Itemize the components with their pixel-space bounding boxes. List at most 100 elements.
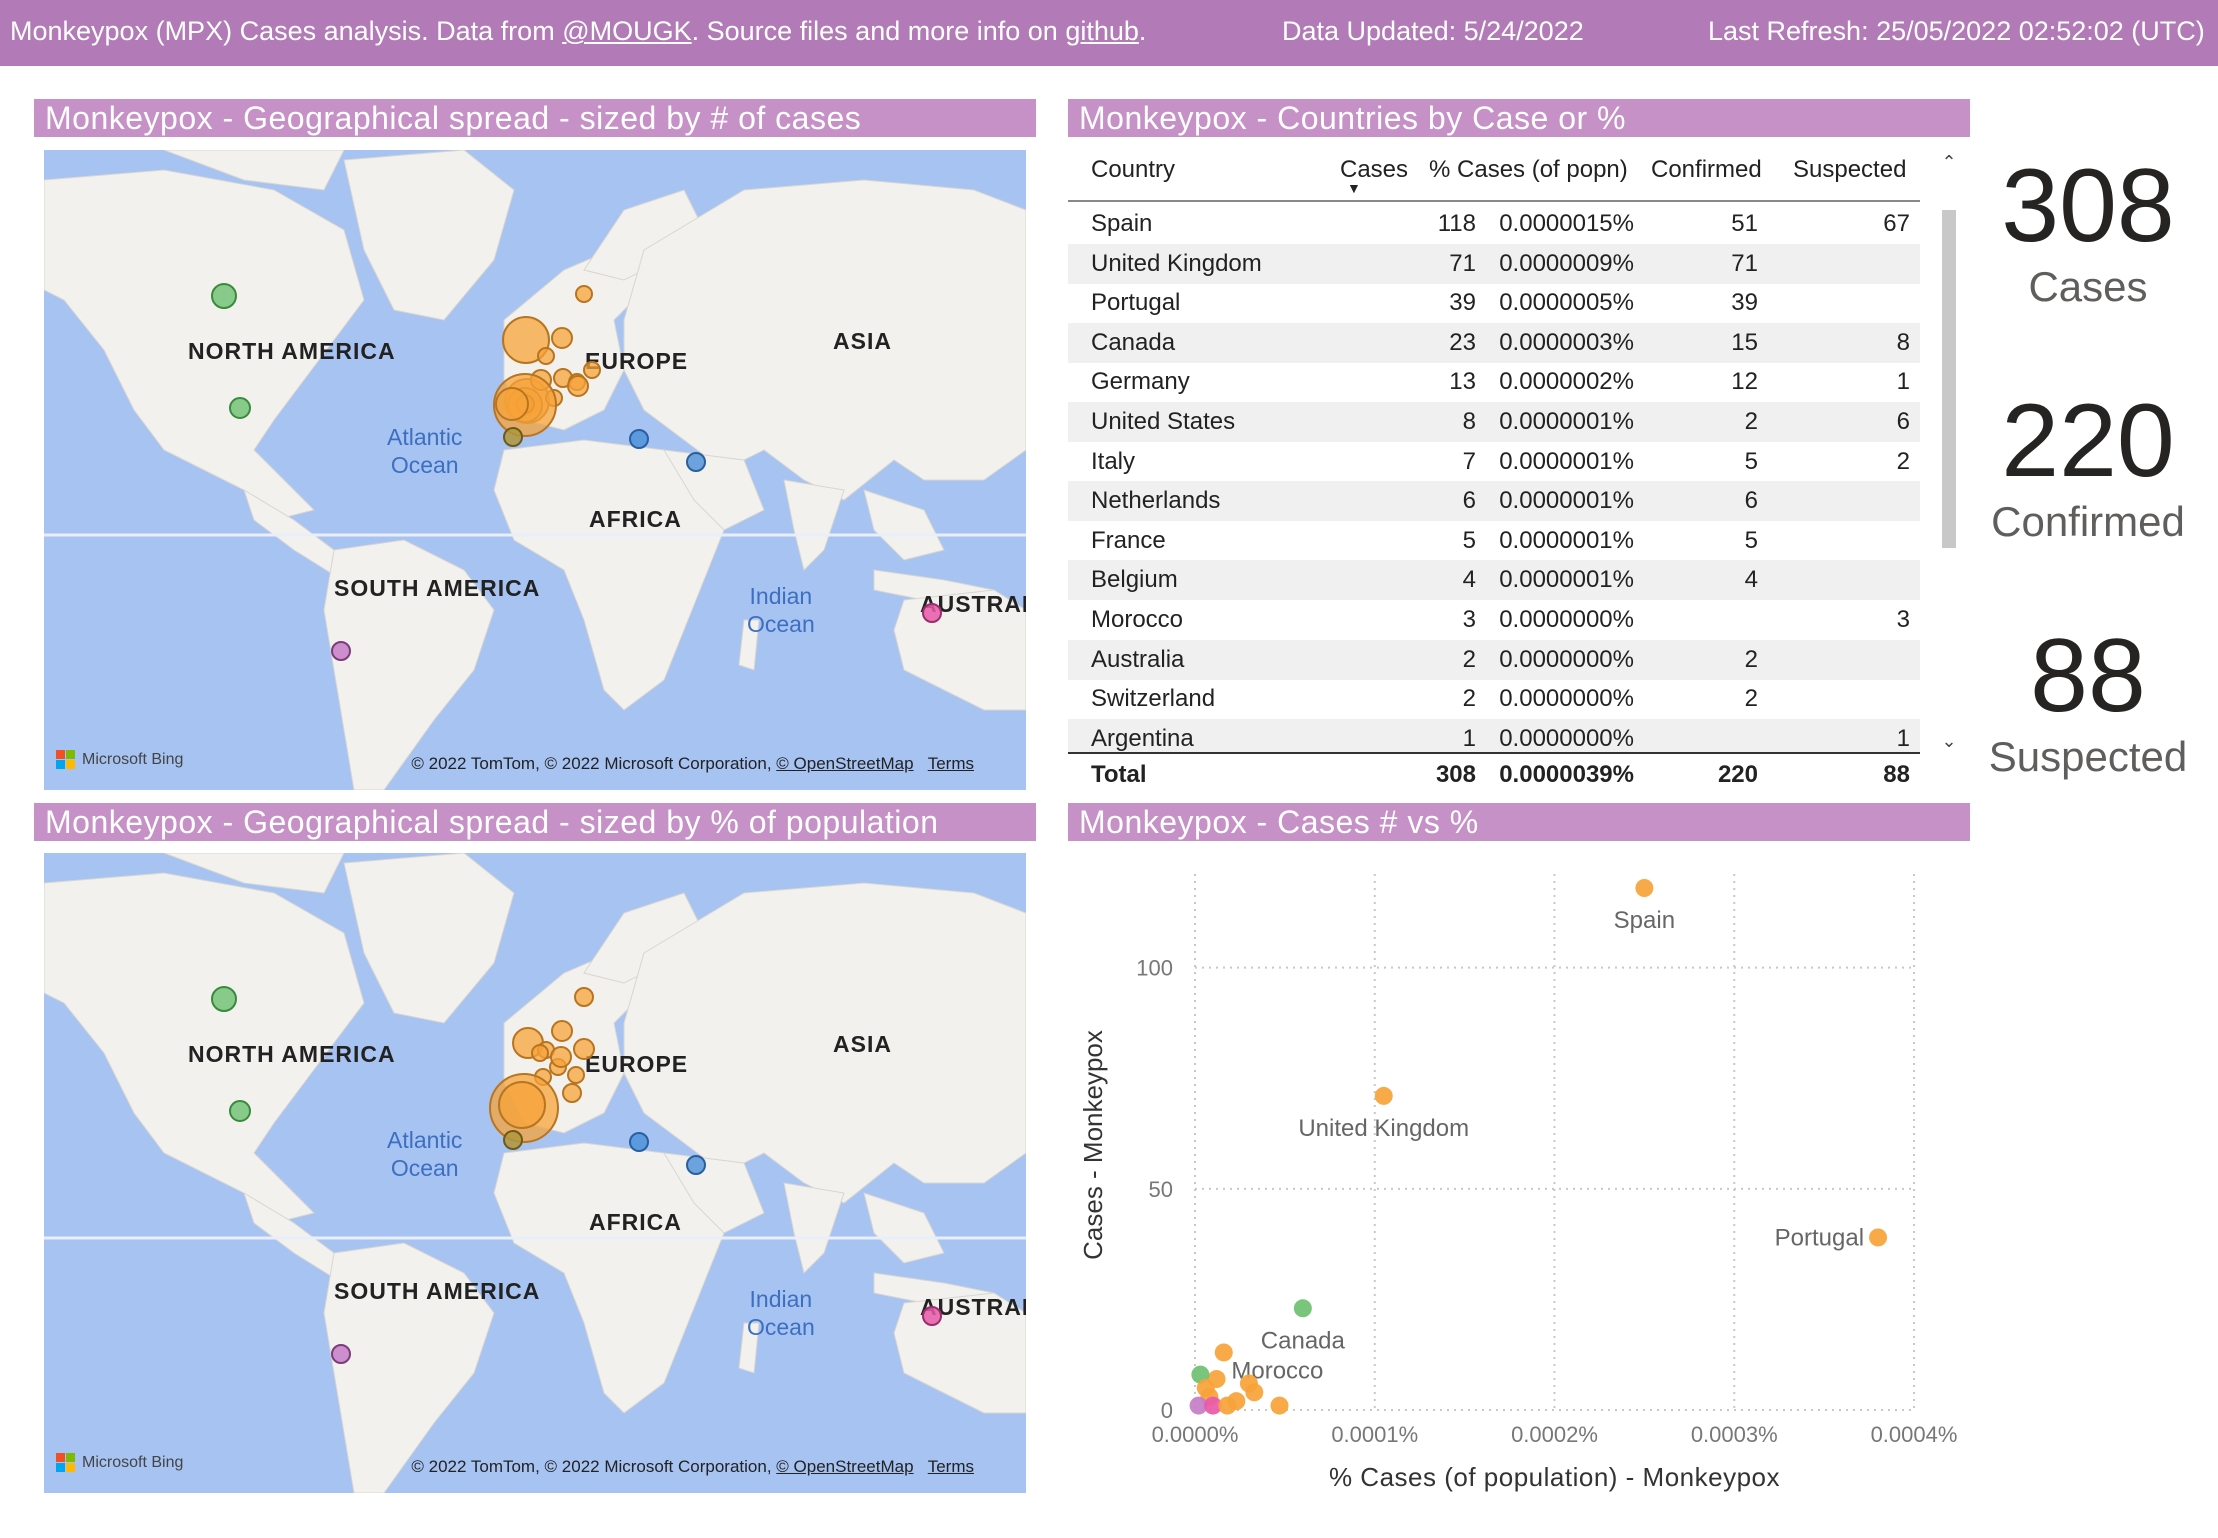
- scatter-point[interactable]: [1374, 1086, 1393, 1105]
- cell-cases: 7: [1462, 447, 1476, 475]
- table-row[interactable]: Germany 13 0.0000002% 12 1: [1068, 362, 1920, 402]
- land-se-asia: [863, 1192, 945, 1264]
- data-label: Spain: [1614, 907, 1675, 934]
- land-greenland: [343, 150, 515, 321]
- cell-cases: 8: [1462, 408, 1476, 435]
- map-bubble[interactable]: [495, 387, 529, 421]
- table-row[interactable]: France 5 0.0000001% 5: [1068, 521, 1920, 561]
- land-south-america: [323, 539, 495, 790]
- scatter-point[interactable]: [1214, 1343, 1233, 1362]
- y-tick-label: 100: [1136, 956, 1173, 981]
- scatter-chart[interactable]: 0.0000% 0.0001% 0.0002% 0.0003% 0.0004% 0 50 10…: [1068, 850, 1968, 1510]
- scatter-point[interactable]: [1869, 1228, 1888, 1247]
- x-tick-label: 0.0004%: [1871, 1422, 1958, 1447]
- map-bubble[interactable]: [629, 429, 649, 449]
- scatter-point[interactable]: [1270, 1396, 1289, 1415]
- mougk-link[interactable]: @MOUGK: [562, 16, 692, 46]
- table-row[interactable]: Belgium 4 0.0000001% 4: [1068, 560, 1920, 601]
- cell-cases: 5: [1462, 526, 1476, 554]
- land-north-america: [44, 872, 365, 1224]
- table-row[interactable]: United States 8 0.0000001% 2 6: [1068, 402, 1920, 442]
- map-bubble[interactable]: [575, 285, 593, 303]
- map-bubble[interactable]: [551, 1020, 573, 1042]
- table-row[interactable]: Morocco 3 0.0000000% 3: [1068, 600, 1920, 640]
- table-row[interactable]: Netherlands 6 0.0000001% 6: [1068, 481, 1920, 522]
- map-pct-population[interactable]: NORTH AMERICA EUROPE ASIA AFRICA SOUTH AMERI…: [44, 853, 1026, 1493]
- col-country[interactable]: Country: [1091, 156, 1176, 183]
- cell-country: United Kingdom: [1091, 249, 1262, 277]
- terms-link[interactable]: Terms: [927, 1457, 974, 1476]
- scroll-down-icon[interactable]: ⌄: [1941, 731, 1957, 751]
- scatter-point[interactable]: [1189, 1396, 1208, 1415]
- scatter-point[interactable]: [1245, 1383, 1264, 1402]
- map-bubble[interactable]: [531, 1044, 549, 1062]
- scroll-up-icon[interactable]: ⌃: [1941, 152, 1957, 172]
- y-tick-label: 50: [1149, 1177, 1173, 1202]
- map-bubble[interactable]: [922, 603, 942, 623]
- map-bubble[interactable]: [229, 1100, 251, 1122]
- col-suspected[interactable]: Suspected: [1793, 156, 1907, 183]
- map-bubble[interactable]: [562, 1083, 582, 1103]
- map-bubble[interactable]: [211, 986, 237, 1012]
- scatter-point[interactable]: [1293, 1299, 1312, 1318]
- map-bubble[interactable]: [550, 1046, 572, 1068]
- map-bubble[interactable]: [503, 1130, 523, 1150]
- land-north-america: [44, 169, 365, 521]
- github-link[interactable]: github: [1065, 16, 1139, 46]
- map-bubble[interactable]: [331, 1344, 351, 1364]
- scrollbar-thumb[interactable]: [1942, 210, 1956, 548]
- cell-confirmed: 2: [1744, 645, 1758, 673]
- table-row[interactable]: Australia 2 0.0000000% 2: [1068, 639, 1920, 680]
- map-bubble[interactable]: [537, 347, 555, 365]
- col-confirmed[interactable]: Confirmed: [1651, 156, 1762, 183]
- map-bubble[interactable]: [498, 1081, 546, 1129]
- map-bubble[interactable]: [583, 361, 601, 379]
- map-bubble[interactable]: [567, 1066, 585, 1084]
- scatter-point[interactable]: [1196, 1378, 1215, 1397]
- bing-attribution: Microsoft Bing: [56, 1453, 183, 1473]
- cell-confirmed: 5: [1744, 526, 1758, 554]
- table-row[interactable]: United Kingdom 71 0.0000009% 71: [1068, 243, 1920, 284]
- table-row[interactable]: Portugal 39 0.0000005% 39: [1068, 283, 1920, 323]
- table-scrollbar[interactable]: ⌃ ⌄: [1940, 152, 1958, 758]
- map-label-atlantic-ocean: Atlantic Ocean: [387, 1127, 463, 1181]
- osm-link[interactable]: © OpenStreetMap: [776, 1457, 914, 1476]
- table-row[interactable]: Spain 118 0.0000015% 51 67: [1068, 204, 1920, 244]
- map-bubble[interactable]: [686, 1155, 706, 1175]
- table-row[interactable]: Argentina 1 0.0000000% 1: [1068, 718, 1920, 752]
- col-pct-cases[interactable]: % Cases (of popn): [1429, 156, 1628, 183]
- kpi-confirmed: 220 Confirmed: [1973, 385, 2203, 547]
- scatter-point[interactable]: [1218, 1396, 1237, 1415]
- scatter-point[interactable]: [1635, 879, 1654, 897]
- cell-pct: 0.0000001%: [1499, 487, 1634, 515]
- map-bubble[interactable]: [211, 283, 237, 309]
- cell-cases: 2: [1462, 645, 1476, 673]
- cell-pct: 0.0000009%: [1499, 249, 1634, 277]
- kpi-cases-value: 308: [2001, 148, 2175, 264]
- cell-confirmed: 4: [1744, 566, 1758, 594]
- land-canada-arctic: [163, 150, 345, 191]
- scatter-point[interactable]: [1203, 1396, 1222, 1415]
- map-bubble[interactable]: [551, 327, 573, 349]
- map-bubble[interactable]: [573, 1038, 595, 1060]
- map-bubble[interactable]: [229, 397, 251, 419]
- terms-link[interactable]: Terms: [927, 754, 974, 773]
- osm-link[interactable]: © OpenStreetMap: [776, 754, 914, 773]
- cell-country: Morocco: [1091, 606, 1184, 633]
- table-total-row: Total 308 0.0000039% 220 88: [1068, 752, 1920, 796]
- col-cases[interactable]: Cases: [1340, 156, 1409, 183]
- map-cases[interactable]: NORTH AMERICA EUROPE ASIA AFRICA SOUTH AMERI…: [44, 150, 1026, 790]
- map-bubble[interactable]: [686, 452, 706, 472]
- cell-cases: 23: [1449, 328, 1476, 356]
- map-bubble[interactable]: [503, 427, 523, 447]
- table-row[interactable]: Switzerland 2 0.0000000% 2: [1068, 679, 1920, 719]
- map-bubble[interactable]: [567, 375, 589, 397]
- map-bubble[interactable]: [574, 987, 594, 1007]
- cell-pct: 0.0000001%: [1499, 566, 1634, 594]
- table-row[interactable]: Canada 23 0.0000003% 15 8: [1068, 322, 1920, 363]
- map-bubble[interactable]: [331, 641, 351, 661]
- table-row[interactable]: Italy 7 0.0000001% 5 2: [1068, 442, 1920, 482]
- map-bubble[interactable]: [922, 1306, 942, 1326]
- cell-confirmed: 71: [1731, 249, 1758, 277]
- map-bubble[interactable]: [629, 1132, 649, 1152]
